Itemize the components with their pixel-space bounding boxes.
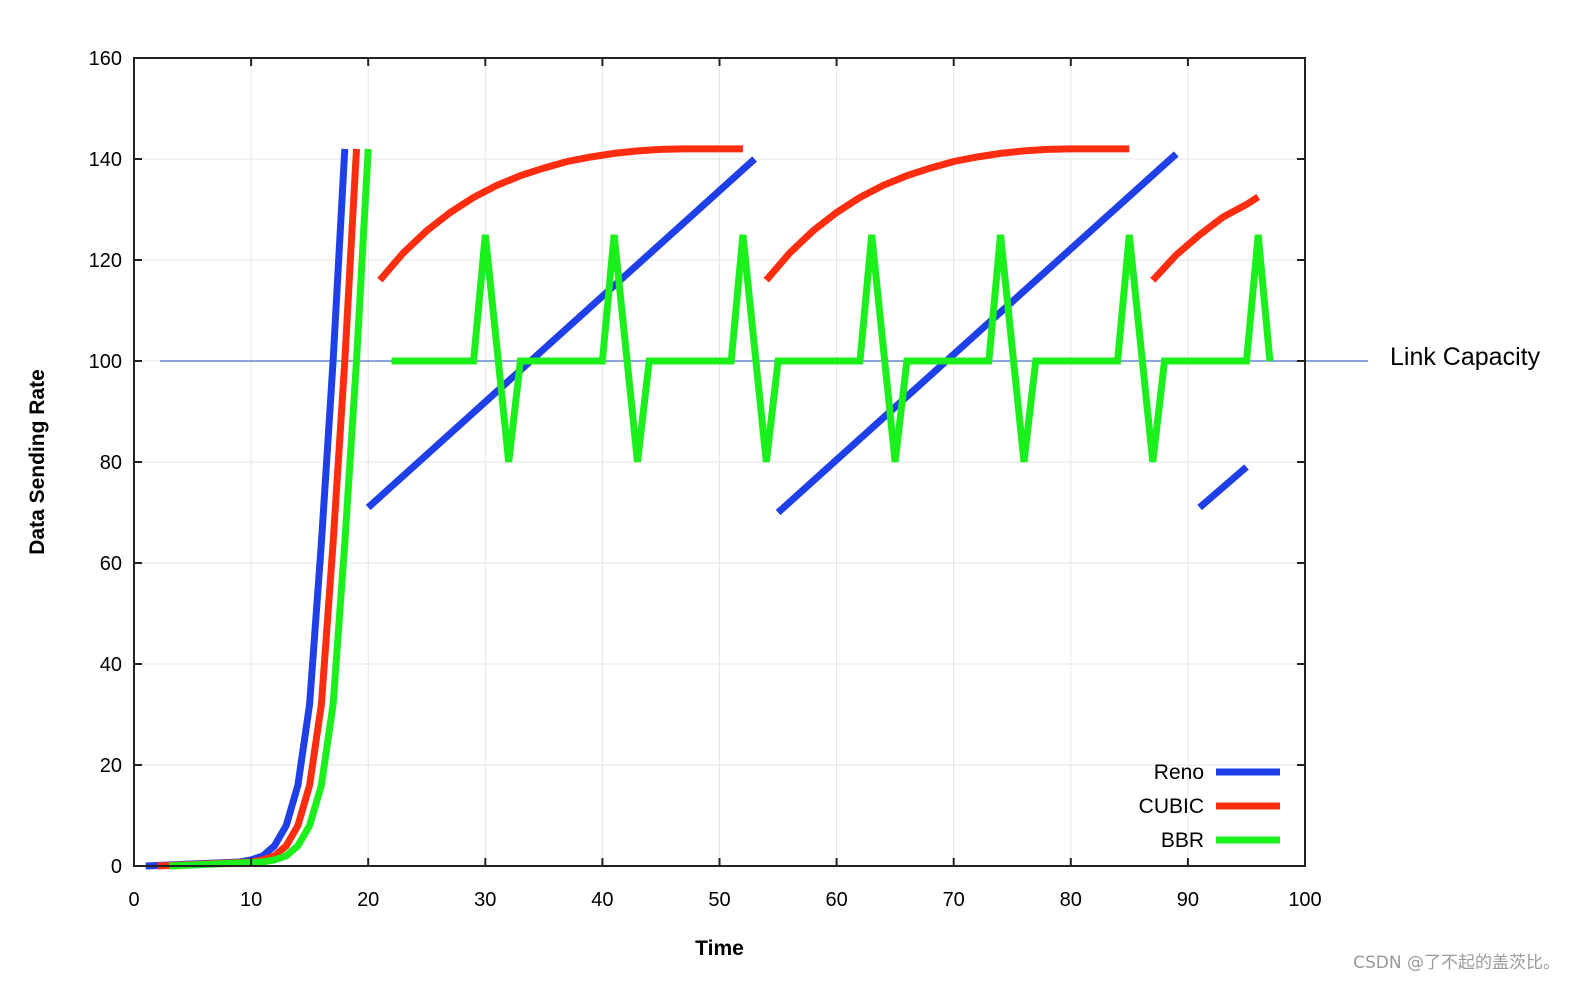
watermark-text: CSDN @了不起的盖茨比。 — [1353, 953, 1560, 973]
x-tick-label: 0 — [128, 889, 139, 911]
legend: Reno CUBIC BBR — [1139, 761, 1280, 852]
x-tick-label: 80 — [1060, 889, 1082, 911]
axis-ticks: 0 10 20 30 40 50 60 70 80 90 100 0 20 40 60 80 100 120 140… — [89, 48, 1322, 911]
legend-label-cubic: CUBIC — [1139, 795, 1204, 818]
y-tick-label: 100 — [89, 351, 122, 373]
legend-label-reno: Reno — [1154, 761, 1204, 784]
series-line-bbr — [168, 148, 372, 870]
x-tick-label: 10 — [240, 889, 262, 911]
series-line-cubic — [377, 145, 743, 283]
series-line-reno — [1197, 464, 1249, 511]
y-axis-label: Data Sending Rate — [26, 369, 49, 555]
series-line-cubic — [1150, 193, 1261, 283]
x-tick-label: 70 — [943, 889, 965, 911]
x-tick-label: 90 — [1177, 889, 1199, 911]
link-capacity-label: Link Capacity — [1390, 343, 1541, 371]
x-tick-label: 40 — [591, 889, 613, 911]
series-line-bbr — [391, 234, 1274, 463]
y-tick-label: 20 — [100, 755, 122, 777]
x-axis-label: Time — [695, 937, 744, 960]
y-tick-label: 120 — [89, 250, 122, 272]
y-tick-label: 140 — [89, 149, 122, 171]
x-tick-label: 30 — [474, 889, 496, 911]
y-tick-label: 40 — [100, 654, 122, 676]
x-tick-label: 20 — [357, 889, 379, 911]
legend-label-bbr: BBR — [1161, 829, 1204, 852]
gridlines — [133, 57, 1306, 867]
series-line-cubic — [763, 145, 1130, 283]
series-line-reno — [365, 156, 757, 511]
series-bbr — [168, 148, 1274, 870]
y-tick-label: 80 — [100, 452, 122, 474]
y-tick-label: 60 — [100, 553, 122, 575]
x-tick-label: 50 — [708, 889, 730, 911]
series-line-reno — [775, 151, 1179, 516]
y-tick-label: 0 — [111, 856, 122, 878]
x-tick-label: 100 — [1288, 889, 1321, 911]
y-tick-label: 160 — [89, 48, 122, 70]
series-layer — [145, 145, 1274, 870]
x-tick-label: 60 — [825, 889, 847, 911]
